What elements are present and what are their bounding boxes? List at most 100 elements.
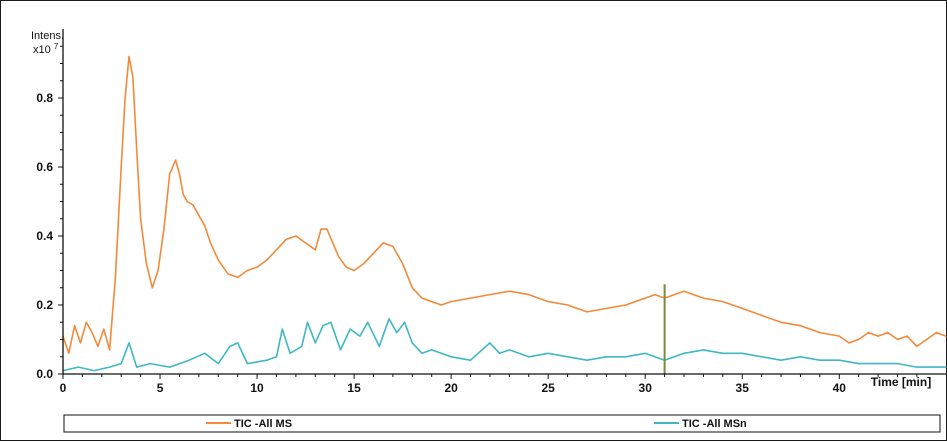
data-point-tic-all-msn bbox=[838, 359, 840, 361]
data-point-tic-all-ms bbox=[114, 276, 116, 278]
data-point-tic-all-msn bbox=[188, 359, 190, 361]
data-point-tic-all-ms bbox=[85, 321, 87, 323]
x-tick-label: 15 bbox=[347, 381, 361, 395]
data-point-tic-all-ms bbox=[926, 338, 928, 341]
data-point-tic-all-ms bbox=[217, 259, 219, 261]
x-tick-label: 20 bbox=[444, 381, 458, 395]
data-point-tic-all-ms bbox=[547, 301, 549, 303]
data-point-tic-all-ms bbox=[702, 297, 705, 299]
x-axis-ticks: 0 5 10 15 20 25 30 35 40 bbox=[60, 374, 918, 395]
data-point-tic-all-ms bbox=[128, 56, 130, 58]
data-point-tic-all-ms bbox=[353, 269, 355, 272]
data-point-tic-all-msn bbox=[896, 363, 899, 365]
data-point-tic-all-msn bbox=[935, 366, 937, 368]
data-point-tic-all-ms bbox=[109, 349, 111, 351]
data-point-tic-all-msn bbox=[411, 342, 413, 344]
data-point-tic-all-msn bbox=[281, 328, 283, 330]
data-point-tic-all-msn bbox=[266, 359, 268, 361]
data-point-tic-all-ms bbox=[906, 335, 908, 337]
data-point-tic-all-ms bbox=[761, 314, 763, 316]
y-tick-label: 0.4 bbox=[36, 229, 53, 243]
data-point-tic-all-msn bbox=[722, 352, 724, 354]
data-point-tic-all-ms bbox=[186, 200, 188, 203]
data-point-tic-all-ms bbox=[838, 335, 840, 337]
data-point-tic-all-ms bbox=[182, 194, 184, 196]
data-point-tic-all-ms bbox=[103, 328, 105, 330]
data-point-tic-all-ms bbox=[421, 297, 423, 299]
data-point-tic-all-ms bbox=[91, 332, 93, 334]
data-point-tic-all-ms bbox=[338, 256, 340, 258]
data-point-tic-all-ms bbox=[945, 335, 947, 337]
data-point-tic-all-msn bbox=[780, 359, 782, 361]
y-tick-label: 0.8 bbox=[36, 91, 53, 105]
data-point-tic-all-msn bbox=[450, 356, 452, 358]
data-point-tic-all-ms bbox=[97, 345, 99, 347]
data-point-tic-all-ms bbox=[256, 266, 258, 268]
data-point-tic-all-ms bbox=[489, 294, 491, 296]
data-point-tic-all-ms bbox=[140, 218, 142, 220]
data-point-tic-all-ms bbox=[858, 338, 860, 341]
data-point-tic-all-msn bbox=[128, 342, 130, 344]
data-point-tic-all-msn bbox=[149, 363, 151, 365]
data-point-tic-all-ms bbox=[295, 235, 297, 237]
data-point-tic-all-ms bbox=[469, 297, 472, 299]
data-point-tic-all-msn bbox=[378, 345, 380, 347]
data-point-tic-all-ms bbox=[74, 325, 76, 327]
data-point-tic-all-msn bbox=[799, 356, 802, 358]
data-point-tic-all-ms bbox=[79, 342, 82, 344]
data-point-tic-all-ms bbox=[402, 263, 404, 265]
data-point-tic-all-ms bbox=[169, 173, 171, 175]
data-point-tic-all-msn bbox=[388, 318, 390, 320]
data-point-tic-all-ms bbox=[819, 332, 821, 334]
data-point-tic-all-msn bbox=[322, 325, 324, 327]
data-point-tic-all-msn bbox=[469, 359, 472, 361]
data-point-tic-all-ms bbox=[567, 304, 569, 306]
data-point-tic-all-msn bbox=[169, 366, 171, 368]
data-point-tic-all-ms bbox=[440, 304, 442, 306]
y-tick-label: 0.2 bbox=[36, 298, 53, 312]
data-point-tic-all-ms bbox=[120, 166, 122, 168]
data-point-tic-all-msn bbox=[246, 363, 248, 365]
data-point-tic-all-ms bbox=[867, 332, 870, 334]
data-point-tic-all-msn bbox=[275, 356, 278, 358]
data-point-tic-all-ms bbox=[644, 297, 646, 299]
data-point-tic-all-msn bbox=[499, 352, 501, 354]
data-point-tic-all-msn bbox=[761, 356, 763, 358]
legend-label-tic-all-ms: TIC -All MS bbox=[234, 418, 292, 430]
data-point-tic-all-msn bbox=[528, 356, 530, 358]
data-point-tic-all-msn bbox=[644, 352, 646, 354]
data-point-tic-all-ms bbox=[237, 276, 239, 278]
data-point-tic-all-ms bbox=[305, 242, 307, 244]
data-point-tic-all-msn bbox=[396, 332, 398, 334]
data-point-tic-all-msn bbox=[359, 335, 361, 337]
data-point-tic-all-msn bbox=[306, 321, 309, 323]
data-point-tic-all-ms bbox=[198, 214, 200, 216]
data-point-tic-all-ms bbox=[372, 252, 375, 254]
data-point-tic-all-ms bbox=[192, 204, 194, 206]
data-point-tic-all-msn bbox=[301, 345, 303, 347]
data-point-tic-all-ms bbox=[68, 352, 70, 354]
data-point-tic-all-ms bbox=[799, 325, 802, 327]
data-point-tic-all-msn bbox=[204, 352, 206, 354]
data-point-tic-all-ms bbox=[722, 301, 724, 303]
data-point-tic-all-msn bbox=[314, 342, 316, 344]
data-point-tic-all-ms bbox=[227, 273, 229, 275]
data-point-tic-all-msn bbox=[508, 349, 510, 351]
x-tick-label: 0 bbox=[60, 381, 67, 395]
data-point-tic-all-ms bbox=[935, 332, 937, 334]
data-point-tic-all-ms bbox=[625, 304, 627, 306]
data-point-tic-all-msn bbox=[547, 352, 549, 354]
data-point-tic-all-ms bbox=[508, 290, 510, 292]
data-point-tic-all-ms bbox=[450, 301, 452, 303]
data-point-tic-all-msn bbox=[120, 363, 122, 365]
x-axis-title: Time [min] bbox=[871, 375, 931, 389]
x-tick-label: 40 bbox=[833, 381, 847, 395]
data-point-tic-all-ms bbox=[528, 294, 530, 296]
data-point-tic-all-ms bbox=[132, 76, 134, 78]
data-point-tic-all-ms bbox=[320, 228, 322, 230]
x-tick-label: 25 bbox=[541, 381, 555, 395]
data-point-tic-all-ms bbox=[431, 301, 433, 303]
data-point-tic-all-ms bbox=[916, 345, 918, 347]
series-line-tic-all-msn bbox=[62, 317, 946, 372]
